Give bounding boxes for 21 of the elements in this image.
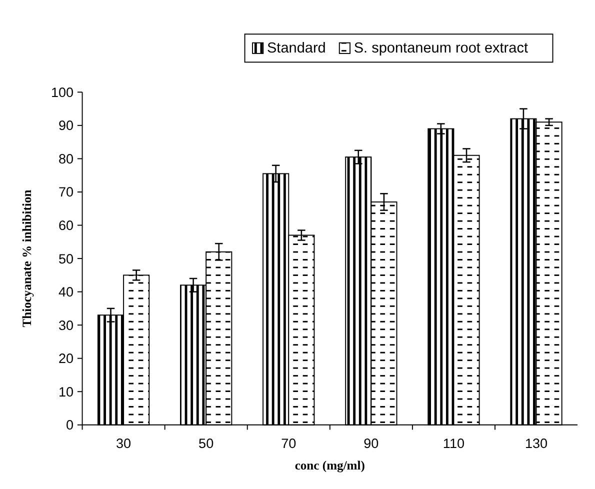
- y-tick-label: 40: [58, 284, 74, 300]
- y-tick-label: 10: [58, 384, 74, 400]
- y-tick-label: 80: [58, 151, 74, 166]
- y-tick-label: 60: [58, 218, 74, 233]
- y-axis-title: Thiocyanate % inhibition: [20, 190, 34, 328]
- y-tick-label: 100: [50, 84, 74, 100]
- legend-label: Standard: [267, 40, 326, 56]
- x-tick-label: 70: [281, 436, 296, 452]
- legend-label: S. spontaneum root extract: [354, 40, 528, 56]
- y-tick-label: 70: [58, 184, 74, 200]
- y-tick-label: 90: [58, 118, 74, 134]
- x-tick-label: 130: [524, 436, 548, 452]
- y-tick-label: 50: [58, 251, 74, 266]
- x-tick-label: 90: [364, 436, 379, 452]
- y-tick-label: 20: [58, 351, 74, 366]
- x-axis-title: conc (mg/ml): [294, 458, 365, 472]
- x-tick-label: 50: [198, 436, 214, 452]
- y-tick-label: 0: [66, 418, 74, 433]
- x-tick-label: 110: [442, 436, 465, 452]
- y-tick-label: 30: [58, 318, 74, 333]
- x-tick-label: 30: [116, 436, 132, 452]
